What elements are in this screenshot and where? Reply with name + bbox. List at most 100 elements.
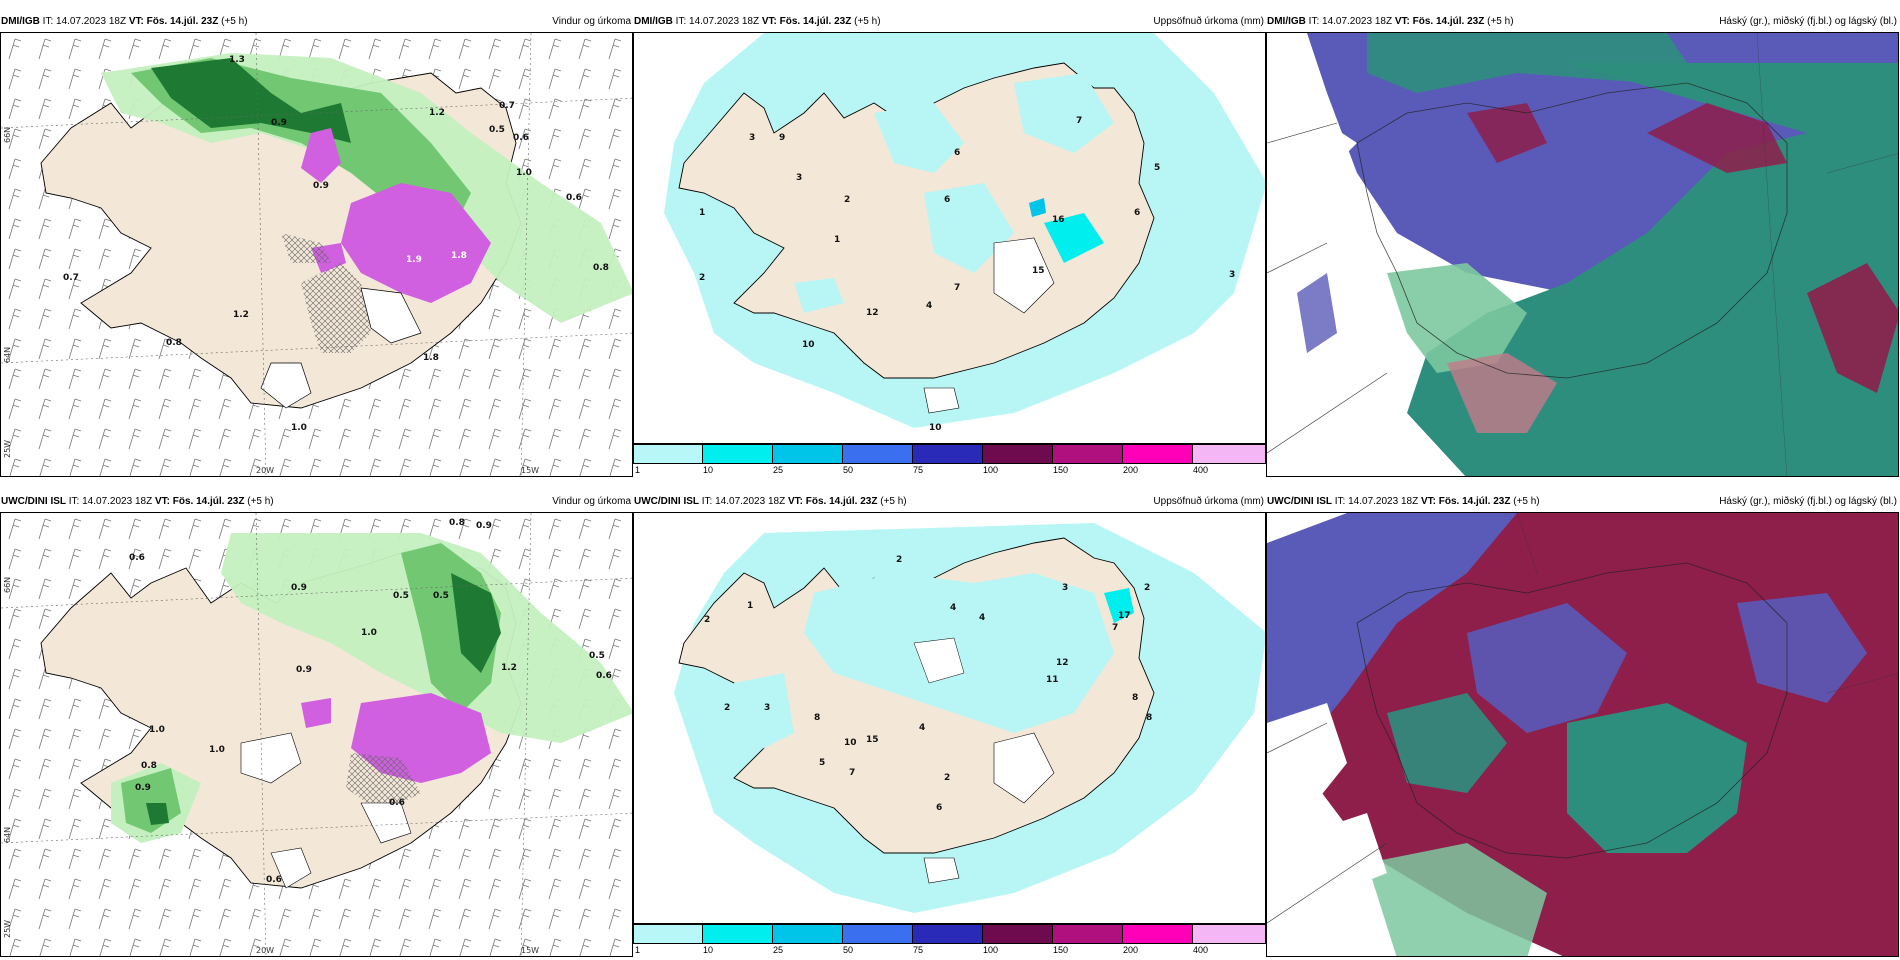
value-label: 4 [919,723,925,733]
map-frame [1266,512,1899,957]
colorbar-tick: 25 [773,945,783,955]
value-label: 0.9 [135,783,151,793]
lon-label: 15W [521,466,539,475]
colorbar-tick: 10 [703,465,713,475]
value-label: 9 [779,133,785,143]
colorbar-tick: 200 [1123,945,1138,955]
valid-label: VT: [1395,16,1410,27]
value-label: 0.9 [296,665,312,675]
model-source: UWC/DINI ISL [1267,496,1332,507]
panel-clouds-dmi: DMI/IGB IT: 14.07.2023 18Z VT: Fös. 14.j… [1266,12,1899,464]
value-label: 3 [1062,583,1068,593]
panel-header: UWC/DINI ISL IT: 14.07.2023 18Z VT: Fös.… [0,492,633,512]
value-label: 17 [1118,611,1131,621]
colorbar-border [633,444,1266,464]
value-label: 16 [1052,215,1065,225]
value-label: 0.6 [389,798,405,808]
panel-title: Vindur og úrkoma [552,492,631,512]
init-time: IT: 14.07.2023 18Z [676,16,759,27]
panel-wind-precip-uwc: UWC/DINI ISL IT: 14.07.2023 18Z VT: Fös.… [0,492,633,944]
colorbar-tick: 150 [1053,945,1068,955]
value-label: 10 [929,423,942,433]
map-frame: 3 9 1 3 2 1 2 7 5 6 6 16 15 12 4 3 10 6 … [633,32,1266,444]
init-time: IT: 14.07.2023 18Z [1335,496,1418,507]
value-label: 10 [802,340,815,350]
value-label: 1.8 [451,251,467,261]
colorbar-tick: 75 [913,465,923,475]
value-label: 1.3 [229,55,245,65]
colorbar-tick: 200 [1123,465,1138,475]
colorbar-tick: 100 [983,945,998,955]
lon-label: 25W [3,920,12,938]
value-label: 8 [1132,693,1138,703]
model-source: DMI/IGB [1,16,40,27]
colorbar-tick: 400 [1193,945,1208,955]
value-label: 1.2 [233,310,249,320]
map-frame: 1 2 2 3 4 2 7 4 8 12 11 17 8 2 3 15 10 7… [633,512,1266,924]
panel-clouds-uwc: UWC/DINI ISL IT: 14.07.2023 18Z VT: Fös.… [1266,492,1899,944]
value-label: 0.5 [489,125,505,135]
value-label: 1.0 [361,628,377,638]
value-label: 3 [764,703,770,713]
panel-accum-precip-uwc: UWC/DINI ISL IT: 14.07.2023 18Z VT: Fös.… [633,492,1266,944]
value-label: 0.7 [63,273,79,283]
precip-colorbar: 1 10 25 50 75 100 150 200 400 [633,924,1266,960]
value-label: 1.2 [501,663,517,673]
colorbar-tick: 75 [913,945,923,955]
forecast-offset: (+5 h) [1513,496,1539,507]
value-label: 0.8 [449,518,465,528]
wind-precip-map [1,33,633,477]
lat-label: 66N [3,127,12,143]
value-label: 12 [1056,658,1069,668]
model-source: DMI/IGB [634,16,673,27]
value-label: 15 [1032,266,1045,276]
value-label: 0.9 [271,118,287,128]
value-label: 0.6 [596,671,612,681]
value-label: 7 [954,283,960,293]
init-time: IT: 14.07.2023 18Z [43,16,126,27]
value-label: 2 [844,195,850,205]
cloud-cover-map [1267,513,1899,957]
lat-label: 66N [3,577,12,593]
lon-label: 15W [521,946,539,955]
valid-time: Fös. 14.júl. 23Z [806,496,878,507]
value-label: 0.6 [566,193,582,203]
colorbar-border [633,924,1266,944]
value-label: 7 [1076,116,1082,126]
lat-label: 64N [3,347,12,363]
colorbar-tick: 400 [1193,465,1208,475]
wind-precip-map [1,513,633,957]
value-label: 0.9 [476,521,492,531]
lon-label: 25W [3,440,12,458]
value-label: 0.9 [291,583,307,593]
panel-header: DMI/IGB IT: 14.07.2023 18Z VT: Fös. 14.j… [633,12,1266,32]
value-label: 2 [699,273,705,283]
value-label: 10 [844,738,857,748]
panel-header: DMI/IGB IT: 14.07.2023 18Z VT: Fös. 14.j… [0,12,633,32]
panel-accum-precip-dmi: DMI/IGB IT: 14.07.2023 18Z VT: Fös. 14.j… [633,12,1266,464]
value-label: 5 [1154,163,1160,173]
colorbar-tick: 100 [983,465,998,475]
lon-label: 20W [256,466,274,475]
forecast-offset: (+5 h) [854,16,880,27]
value-label: 6 [936,803,942,813]
value-label: 4 [926,301,932,311]
colorbar-tick: 150 [1053,465,1068,475]
map-frame: 1.3 0.7 0.9 0.5 0.6 1.0 0.6 0.8 0.7 1.2 … [0,32,633,477]
value-label: 11 [1046,675,1059,685]
value-label: 0.5 [393,591,409,601]
colorbar-tick: 25 [773,465,783,475]
value-label: 4 [950,603,956,613]
value-label: 2 [896,555,902,565]
value-label: 0.6 [129,553,145,563]
value-label: 8 [1146,713,1152,723]
forecast-offset: (+5 h) [221,16,247,27]
value-label: 12 [866,308,879,318]
value-label: 0.8 [141,761,157,771]
value-label: 1 [747,601,753,611]
valid-time: Fös. 14.júl. 23Z [1439,496,1511,507]
value-label: 2 [724,703,730,713]
colorbar-tick: 1 [635,945,640,955]
valid-time: Fös. 14.júl. 23Z [173,496,245,507]
panel-title: Háský (gr.), miðský (fj.bl.) og lágský (… [1719,492,1897,512]
